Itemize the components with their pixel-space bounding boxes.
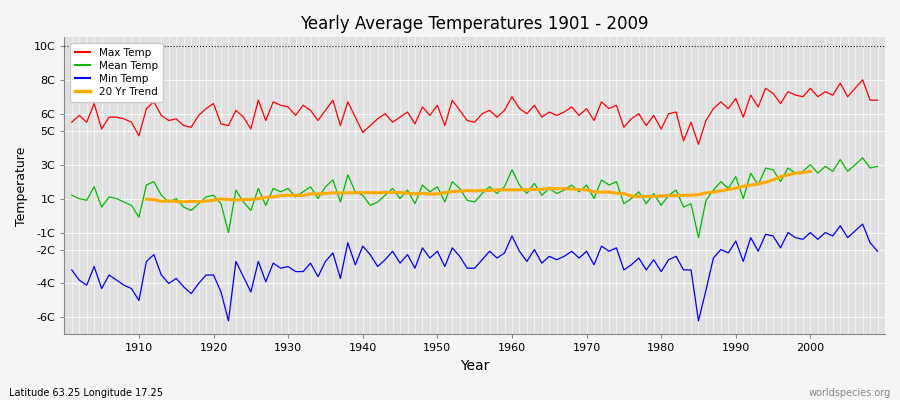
Text: Latitude 63.25 Longitude 17.25: Latitude 63.25 Longitude 17.25	[9, 388, 163, 398]
Y-axis label: Temperature: Temperature	[15, 146, 28, 226]
Title: Yearly Average Temperatures 1901 - 2009: Yearly Average Temperatures 1901 - 2009	[301, 15, 649, 33]
Text: worldspecies.org: worldspecies.org	[809, 388, 891, 398]
Legend: Max Temp, Mean Temp, Min Temp, 20 Yr Trend: Max Temp, Mean Temp, Min Temp, 20 Yr Tre…	[69, 42, 163, 102]
X-axis label: Year: Year	[460, 359, 490, 373]
